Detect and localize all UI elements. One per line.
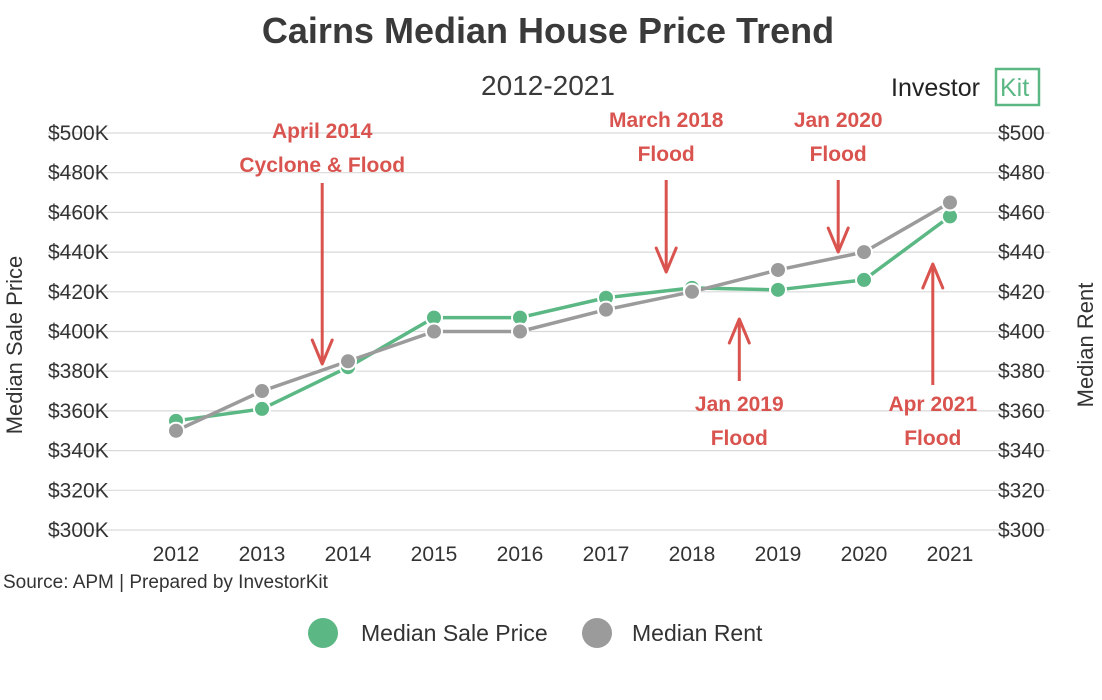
y-left-tick-label: $420K [48, 281, 109, 304]
series-point [941, 193, 959, 212]
y-right-tick-label: $420 [998, 281, 1045, 304]
x-tick-label: 2021 [927, 543, 974, 566]
series-point [683, 282, 701, 301]
x-tick-label: 2017 [583, 543, 630, 566]
legend-label: Median Rent [632, 620, 763, 646]
right-axis: $300 $320 $340 $360 $380 $400 $420 $440 $460 $480… [998, 122, 1045, 542]
y-left-tick-label: $380K [48, 360, 109, 383]
legend-item: Median Sale Price [308, 618, 548, 648]
y-left-tick-label: $480K [48, 162, 109, 185]
series-line [175, 200, 951, 433]
annotation-arrow-head [921, 262, 945, 290]
series-point [425, 322, 443, 341]
x-tick-label: 2012 [153, 543, 200, 566]
chart-title: Cairns Median House Price Trend [262, 10, 834, 51]
y-right-tick-label: $500 [998, 122, 1045, 145]
flood-annotation: Apr 2021 Flood [888, 262, 977, 450]
series-point [167, 421, 185, 440]
chart-subtitle: 2012-2021 [481, 70, 615, 101]
y-right-tick-label: $320 [998, 479, 1045, 502]
annotation-label: April 2014 [272, 120, 373, 143]
x-axis: 2012 2013 2014 2015 2016 2017 2018 2019 2020 2021 [153, 543, 974, 566]
right-axis-title: Median Rent [1073, 283, 1098, 408]
series-point [253, 382, 271, 401]
x-tick-label: 2016 [497, 543, 544, 566]
left-axis-title: Median Sale Price [2, 256, 27, 435]
legend-marker [582, 618, 612, 648]
series-point [511, 322, 529, 341]
annotation-arrow-head [654, 246, 678, 274]
grid [48, 132, 1050, 531]
y-left-tick-label: $400K [48, 321, 109, 344]
x-tick-label: 2013 [239, 543, 286, 566]
source-note: Source: APM | Prepared by InvestorKit [3, 572, 329, 593]
annotation-label: Flood [638, 143, 695, 166]
series-point [769, 280, 787, 299]
legend-label: Median Sale Price [361, 620, 548, 646]
y-right-tick-label: $440 [998, 241, 1045, 264]
annotation-arrow-head [826, 226, 850, 254]
series-point [253, 399, 271, 418]
x-tick-label: 2018 [669, 543, 716, 566]
annotation-label: Flood [904, 427, 961, 450]
series-point [597, 300, 615, 319]
y-left-tick-label: $360K [48, 400, 109, 423]
legend-marker [308, 618, 338, 648]
y-left-tick-label: $300K [48, 519, 109, 542]
y-right-tick-label: $380 [998, 360, 1045, 383]
series-point [855, 270, 873, 289]
series-layer [167, 193, 959, 440]
annotation-label: Apr 2021 [888, 393, 977, 416]
brand-logo: Investor Kit [891, 67, 1041, 107]
annotation-label: March 2018 [609, 109, 724, 132]
x-tick-label: 2020 [841, 543, 888, 566]
annotation-label: Jan 2020 [794, 109, 883, 132]
brand-logo-box [994, 67, 1041, 107]
y-right-tick-label: $480 [998, 162, 1045, 185]
annotation-label: Flood [711, 427, 768, 450]
series-point [769, 260, 787, 279]
flood-annotation: Jan 2020 Flood [794, 109, 883, 254]
series-point [855, 243, 873, 262]
y-right-tick-label: $360 [998, 400, 1045, 423]
y-left-tick-label: $460K [48, 201, 109, 224]
annotation-arrow-head [727, 317, 751, 345]
x-tick-label: 2019 [755, 543, 802, 566]
y-left-tick-label: $320K [48, 479, 109, 502]
brand-logo-text: Investor [891, 74, 980, 102]
flood-annotation: April 2014 Cyclone & Flood [239, 120, 405, 366]
series-point [339, 352, 357, 371]
annotation-label: Jan 2019 [695, 393, 784, 416]
flood-annotation: March 2018 Flood [609, 109, 724, 274]
flood-annotation: Jan 2019 Flood [695, 317, 784, 450]
brand-logo-kit: Kit [1000, 74, 1029, 102]
y-left-tick-label: $440K [48, 241, 109, 264]
left-axis: $300K $320K $340K $360K $380K $400K $420K $440K… [48, 122, 109, 542]
y-right-tick-label: $460 [998, 201, 1045, 224]
x-tick-label: 2014 [325, 543, 372, 566]
annotation-label: Flood [810, 143, 867, 166]
legend: Median Sale Price Median Rent [308, 618, 763, 648]
x-tick-label: 2015 [411, 543, 458, 566]
annotation-label: Cyclone & Flood [239, 154, 405, 177]
y-right-tick-label: $400 [998, 321, 1045, 344]
y-right-tick-label: $300 [998, 519, 1045, 542]
y-right-tick-label: $340 [998, 440, 1045, 463]
y-left-tick-label: $500K [48, 122, 109, 145]
legend-item: Median Rent [582, 618, 763, 648]
annotation-arrow-head [310, 338, 334, 366]
series-line [175, 214, 952, 423]
y-left-tick-label: $340K [48, 440, 109, 463]
annotation-layer: April 2014 Cyclone & Flood March 2018 Flood… [239, 109, 977, 450]
